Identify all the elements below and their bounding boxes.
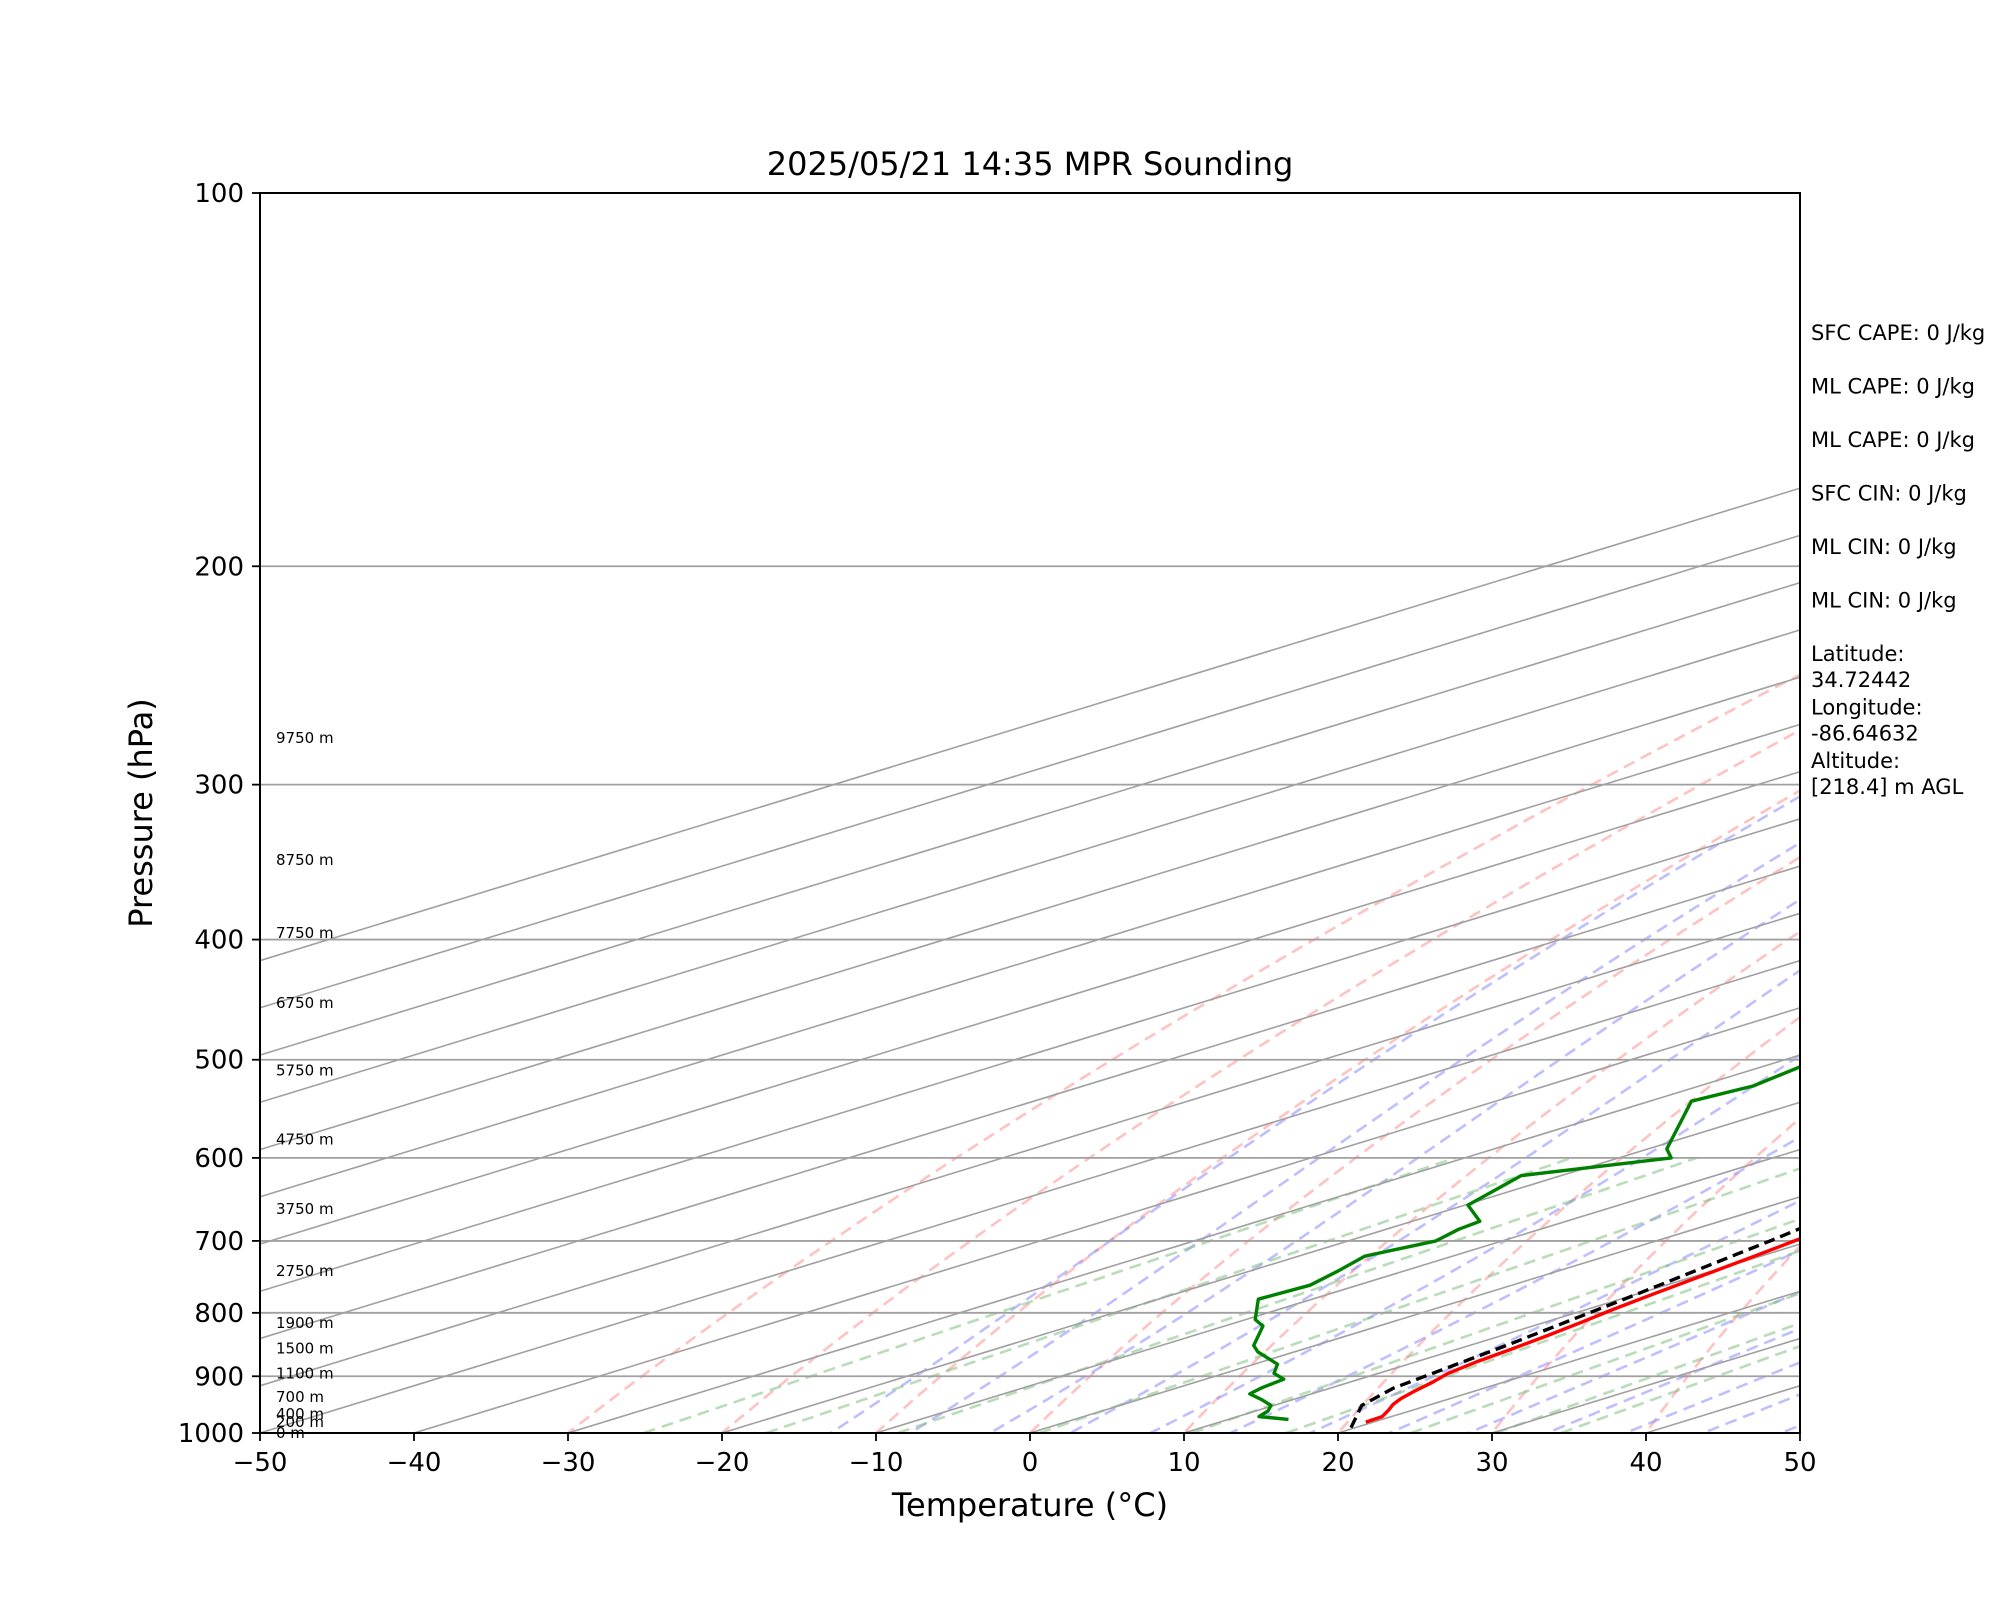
dry-adiabat (719, 728, 1800, 1433)
dry-adiabat (1644, 1244, 1800, 1433)
profile-lines (1248, 1065, 1800, 1429)
mixing-ratio-line (1285, 1249, 1800, 1433)
isotherm (260, 723, 1800, 1198)
x-tick-label: 40 (1629, 1448, 1662, 1478)
annotation-text: ML CIN: 0 J/kg (1811, 535, 1957, 559)
mixing-ratio-line (643, 1156, 1456, 1433)
height-label: 3750 m (276, 1200, 334, 1218)
y-tick-label: 700 (194, 1227, 244, 1257)
x-tick-label: 10 (1167, 1448, 1200, 1478)
isotherm (260, 534, 1800, 1009)
annotation-text: SFC CAPE: 0 J/kg (1811, 321, 1985, 345)
x-axis-label: Temperature (°C) (891, 1486, 1168, 1524)
x-tick-label: −30 (541, 1448, 596, 1478)
isotherm (260, 818, 1800, 1293)
x-tick-label: 20 (1321, 1448, 1354, 1478)
y-tick-label: 100 (194, 179, 244, 209)
x-tick-label: −40 (387, 1448, 442, 1478)
y-tick-label: 300 (194, 771, 244, 801)
dry-adiabat (1490, 1116, 1800, 1433)
x-tick-label: −10 (849, 1448, 904, 1478)
annotation-text: Latitude: 34.72442 (1811, 642, 1911, 692)
x-tick-label: 50 (1783, 1448, 1816, 1478)
y-tick-label: 600 (194, 1144, 244, 1174)
pressure-gridlines (260, 565, 1800, 1378)
isotherm (260, 581, 1800, 1056)
y-axis-label: Pressure (hPa) (122, 698, 160, 928)
annotation-text: ML CAPE: 0 J/kg (1811, 428, 1975, 452)
chart-title: 2025/05/21 14:35 MPR Sounding (767, 145, 1294, 183)
temperature-profile-line (1365, 1236, 1800, 1424)
moist-adiabat (1621, 1360, 1800, 1433)
isotherm (875, 1148, 1800, 1433)
dewpoint-profile-line (1248, 1065, 1800, 1422)
height-label: 1900 m (276, 1314, 334, 1332)
x-tick-label: −50 (233, 1448, 288, 1478)
height-label: 400 m (276, 1405, 324, 1423)
height-label: 7750 m (276, 924, 334, 942)
mixing-ratio-line (1495, 1321, 1800, 1433)
isotherm (260, 770, 1800, 1245)
isotherm (413, 1007, 1800, 1433)
height-label: 200 m (276, 1413, 324, 1431)
annotation-text: ML CIN: 0 J/kg (1811, 589, 1957, 613)
x-axis-ticks: −50 −40 −30 −20 −10 0 10 20 30 40 50 (233, 1433, 1817, 1478)
height-label: 1500 m (276, 1340, 334, 1358)
x-tick-label: −20 (695, 1448, 750, 1478)
moist-adiabat (907, 841, 1800, 1433)
moist-adiabat (1465, 1290, 1800, 1433)
dry-adiabat (1182, 930, 1800, 1433)
height-label: 700 m (276, 1388, 324, 1406)
x-tick-label: 0 (1022, 1448, 1039, 1478)
sounding-annotations: SFC CAPE: 0 J/kg ML CAPE: 0 J/kg ML CAPE: … (1811, 321, 1985, 799)
annotation-text: ML CAPE: 0 J/kg (1811, 375, 1975, 399)
isotherm (260, 487, 1800, 962)
isotherm (721, 1101, 1800, 1433)
background-lines (260, 165, 2000, 1459)
dry-adiabat (565, 673, 1800, 1433)
y-tick-label: 200 (194, 552, 244, 582)
moist-adiabat (987, 897, 1800, 1433)
dry-adiabat (1336, 1015, 1800, 1433)
moist-adiabat (1147, 1053, 1800, 1433)
isotherm (1029, 1195, 1800, 1433)
moist-adiabat (1067, 968, 1800, 1433)
mixing-ratio-line (1410, 1292, 1800, 1433)
mixing-ratio-line (1039, 1167, 1800, 1433)
height-label: 4750 m (276, 1131, 334, 1149)
plot-frame (259, 192, 1801, 1434)
height-label: 1100 m (276, 1364, 334, 1382)
y-tick-label: 500 (194, 1046, 244, 1076)
isotherm (260, 629, 1800, 1104)
y-tick-label: 900 (194, 1362, 244, 1392)
y-axis-ticks: 100 200 300 400 500 600 700 800 900 1000 (178, 179, 260, 1449)
isotherm (260, 865, 1800, 1340)
isotherm (567, 1054, 1800, 1433)
y-tick-label: 400 (194, 926, 244, 956)
annotation-text: Altitude: [218.4] m AGL (1811, 749, 1964, 799)
height-label: 6750 m (276, 994, 334, 1012)
dry-adiabat (1798, 1430, 1800, 1433)
y-tick-label: 800 (194, 1299, 244, 1329)
isotherm (260, 959, 1800, 1433)
isotherm (260, 912, 1800, 1387)
moist-adiabat (828, 794, 1800, 1433)
height-label: 5750 m (276, 1061, 334, 1079)
annotation-text: Longitude: -86.64632 (1811, 696, 1923, 746)
isotherm (260, 676, 1800, 1151)
height-label: 9750 m (276, 729, 334, 747)
annotation-text: SFC CIN: 0 J/kg (1811, 482, 1967, 506)
height-label: 2750 m (276, 1262, 334, 1280)
y-tick-label: 1000 (178, 1419, 244, 1449)
height-label: 8750 m (276, 851, 334, 869)
x-tick-label: 30 (1475, 1448, 1508, 1478)
parcel-profile-line (1349, 1226, 1800, 1429)
dry-adiabat (1940, 165, 2000, 1459)
